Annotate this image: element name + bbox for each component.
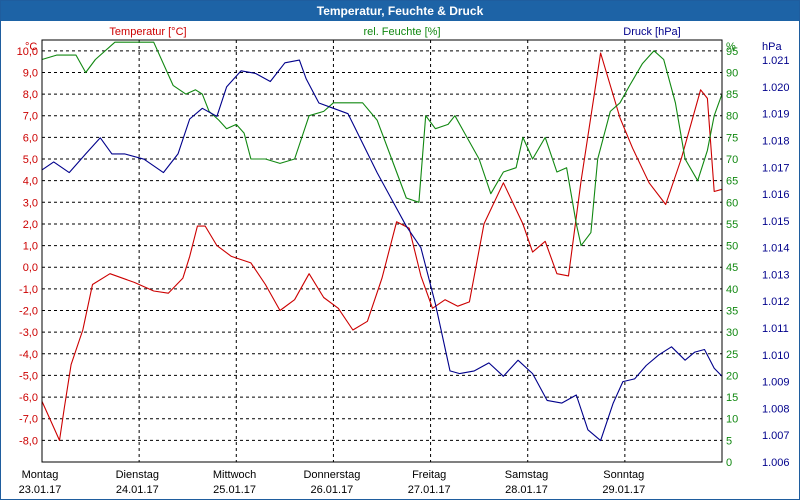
pressure-tick-label: 1.008 bbox=[762, 403, 790, 415]
temperature-tick-label: -5,0 bbox=[19, 370, 38, 382]
pressure-unit-label: hPa bbox=[762, 41, 782, 53]
pressure-tick-label: 1.009 bbox=[762, 377, 790, 389]
pressure-tick-label: 1.013 bbox=[762, 269, 790, 281]
chart-title: Temperatur, Feuchte & Druck bbox=[1, 1, 799, 21]
humidity-tick-label: 80 bbox=[726, 111, 738, 123]
x-tick-date: 28.01.17 bbox=[505, 484, 548, 496]
temperature-tick-label: 10,0 bbox=[17, 46, 38, 58]
humidity-tick-label: 65 bbox=[726, 176, 738, 188]
humidity-tick-label: 25 bbox=[726, 349, 738, 361]
pressure-tick-label: 1.007 bbox=[762, 430, 790, 442]
temperature-tick-label: -6,0 bbox=[19, 392, 38, 404]
pressure-tick-label: 1.012 bbox=[762, 296, 790, 308]
humidity-tick-label: 5 bbox=[726, 435, 732, 447]
series-line-pressure bbox=[41, 59, 723, 442]
x-tick-day: Montag bbox=[22, 469, 59, 481]
humidity-tick-label: 30 bbox=[726, 327, 738, 339]
pressure-tick-label: 1.014 bbox=[762, 243, 790, 255]
temperature-tick-label: -3,0 bbox=[19, 327, 38, 339]
pressure-tick-label: 1.021 bbox=[762, 55, 790, 67]
temperature-tick-label: 9,0 bbox=[23, 67, 38, 79]
grid-lines bbox=[42, 40, 722, 462]
humidity-tick-label: 70 bbox=[726, 154, 738, 166]
temperature-tick-label: -7,0 bbox=[19, 414, 38, 426]
humidity-tick-label: 40 bbox=[726, 284, 738, 296]
temperature-tick-label: -4,0 bbox=[19, 349, 38, 361]
x-tick-day: Samstag bbox=[505, 469, 548, 481]
humidity-tick-label: 90 bbox=[726, 67, 738, 79]
pressure-tick-label: 1.015 bbox=[762, 216, 790, 228]
humidity-unit-label: % bbox=[726, 41, 736, 53]
humidity-tick-label: 15 bbox=[726, 392, 738, 404]
pressure-tick-label: 1.006 bbox=[762, 457, 790, 469]
temperature-tick-label: -8,0 bbox=[19, 435, 38, 447]
humidity-tick-label: 45 bbox=[726, 262, 738, 274]
x-tick-day: Freitag bbox=[412, 469, 446, 481]
humidity-tick-label: 35 bbox=[726, 306, 738, 318]
pressure-tick-label: 1.020 bbox=[762, 82, 790, 94]
humidity-tick-label: 50 bbox=[726, 241, 738, 253]
temperature-tick-label: 7,0 bbox=[23, 111, 38, 123]
pressure-tick-label: 1.019 bbox=[762, 109, 790, 121]
x-tick-day: Mittwoch bbox=[213, 469, 256, 481]
humidity-tick-label: 75 bbox=[726, 132, 738, 144]
pressure-tick-label: 1.016 bbox=[762, 189, 790, 201]
temperature-tick-label: 0,0 bbox=[23, 262, 38, 274]
temperature-tick-label: 6,0 bbox=[23, 132, 38, 144]
pressure-tick-label: 1.010 bbox=[762, 350, 790, 362]
x-tick-date: 26.01.17 bbox=[310, 484, 353, 496]
temperature-axis-title: Temperatur [°C] bbox=[109, 26, 186, 38]
x-tick-day: Sonntag bbox=[603, 469, 644, 481]
x-tick-day: Donnerstag bbox=[303, 469, 360, 481]
pressure-tick-label: 1.017 bbox=[762, 162, 790, 174]
temperature-tick-label: 4,0 bbox=[23, 176, 38, 188]
temperature-tick-label: 3,0 bbox=[23, 197, 38, 209]
pressure-tick-label: 1.018 bbox=[762, 135, 790, 147]
humidity-tick-label: 0 bbox=[726, 457, 732, 469]
humidity-tick-label: 10 bbox=[726, 414, 738, 426]
x-tick-date: 24.01.17 bbox=[116, 484, 159, 496]
x-tick-date: 27.01.17 bbox=[408, 484, 451, 496]
humidity-tick-label: 85 bbox=[726, 89, 738, 101]
x-tick-date: 23.01.17 bbox=[19, 484, 62, 496]
plot-frame bbox=[41, 39, 723, 463]
humidity-axis-title: rel. Feuchte [%] bbox=[363, 26, 440, 38]
series-line-humidity bbox=[41, 41, 723, 247]
axis-labels: 10,0 9,0 8,0 7,0 6,0 5,0 4,0 3,0 2,0 1,0 0,0 -1,0 -2… bbox=[17, 26, 790, 496]
series-group bbox=[41, 41, 723, 442]
temperature-tick-label: 1,0 bbox=[23, 241, 38, 253]
humidity-tick-label: 95 bbox=[726, 46, 738, 58]
humidity-tick-label: 60 bbox=[726, 197, 738, 209]
x-tick-date: 25.01.17 bbox=[213, 484, 256, 496]
humidity-tick-label: 55 bbox=[726, 219, 738, 231]
series-line-temperature bbox=[41, 52, 723, 441]
x-tick-date: 29.01.17 bbox=[602, 484, 645, 496]
pressure-tick-label: 1.011 bbox=[762, 323, 789, 335]
temperature-tick-label: 5,0 bbox=[23, 154, 38, 166]
temperature-tick-label: 8,0 bbox=[23, 89, 38, 101]
x-tick-day: Dienstag bbox=[116, 469, 159, 481]
temperature-tick-label: 2,0 bbox=[23, 219, 38, 231]
pressure-axis-title: Druck [hPa] bbox=[623, 26, 680, 38]
temperature-unit-label: °C bbox=[25, 41, 37, 53]
temperature-tick-label: -2,0 bbox=[19, 306, 38, 318]
humidity-tick-label: 20 bbox=[726, 370, 738, 382]
temperature-tick-label: -1,0 bbox=[19, 284, 38, 296]
